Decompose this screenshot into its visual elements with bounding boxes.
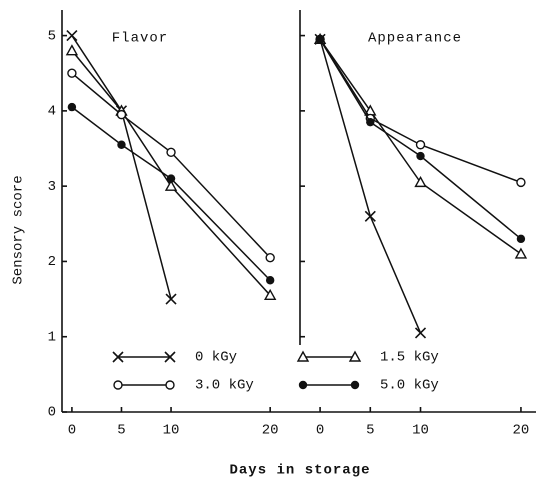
panel-title: Appearance (368, 31, 462, 47)
point (263, 288, 277, 301)
legend-marker (296, 350, 310, 362)
point (514, 247, 528, 259)
series-line (71, 35, 172, 300)
x-tick-label: 5 (117, 423, 125, 439)
point (516, 234, 526, 244)
y-tick-label: 0 (48, 405, 56, 421)
x-axis-label: Days in storage (229, 463, 370, 479)
point (165, 293, 177, 305)
point (116, 109, 127, 120)
legend-marker (165, 380, 175, 390)
legend-bg (110, 346, 285, 368)
legend-label: 3.0 kGy (195, 378, 254, 394)
point (67, 102, 77, 112)
point (516, 177, 526, 188)
x-tick-label: 5 (366, 423, 374, 439)
x-tick-label: 0 (68, 423, 76, 439)
x-tick-label: 0 (316, 423, 324, 439)
x-tick-label: 20 (513, 423, 530, 439)
point (166, 147, 176, 157)
panel-title: Flavor (112, 31, 168, 47)
legend-bg (110, 374, 285, 396)
x-tick-label: 20 (262, 423, 279, 439)
point (265, 276, 275, 285)
legend-label: 0 kGy (195, 350, 237, 366)
series-line (319, 38, 522, 184)
point (166, 174, 176, 183)
series-line (319, 39, 422, 334)
series-line (319, 38, 522, 240)
y-tick-label: 3 (48, 179, 56, 195)
legend-marker (298, 380, 308, 390)
legend-marker (348, 350, 362, 362)
y-tick-label: 2 (48, 254, 56, 270)
y-tick-label: 4 (48, 104, 56, 120)
legend-label: 5.0 kGy (380, 378, 439, 394)
point (364, 210, 376, 222)
point (265, 252, 275, 263)
legend-bg (295, 346, 465, 368)
point (315, 35, 325, 44)
y-axis-label: Sensory score (11, 175, 27, 284)
series-line (71, 106, 271, 281)
y-tick-label: 1 (48, 329, 56, 345)
point (66, 30, 78, 42)
y-tick-label: 5 (48, 28, 56, 44)
point (65, 44, 79, 56)
legend-label: 1.5 kGy (380, 350, 439, 366)
point (416, 151, 425, 161)
x-tick-label: 10 (412, 423, 429, 439)
legend-marker (164, 351, 176, 363)
legend-marker (112, 351, 124, 363)
point (415, 140, 426, 150)
legend-bg (295, 374, 465, 396)
point (67, 68, 77, 78)
legend-marker (350, 380, 360, 390)
point (164, 179, 178, 191)
series-line (71, 72, 271, 259)
series-line (319, 38, 522, 255)
point (366, 117, 375, 127)
point (414, 327, 427, 339)
x-tick-label: 10 (163, 423, 180, 439)
point (117, 140, 126, 149)
point (414, 175, 427, 188)
legend-marker (113, 380, 123, 390)
series-line (71, 50, 271, 296)
